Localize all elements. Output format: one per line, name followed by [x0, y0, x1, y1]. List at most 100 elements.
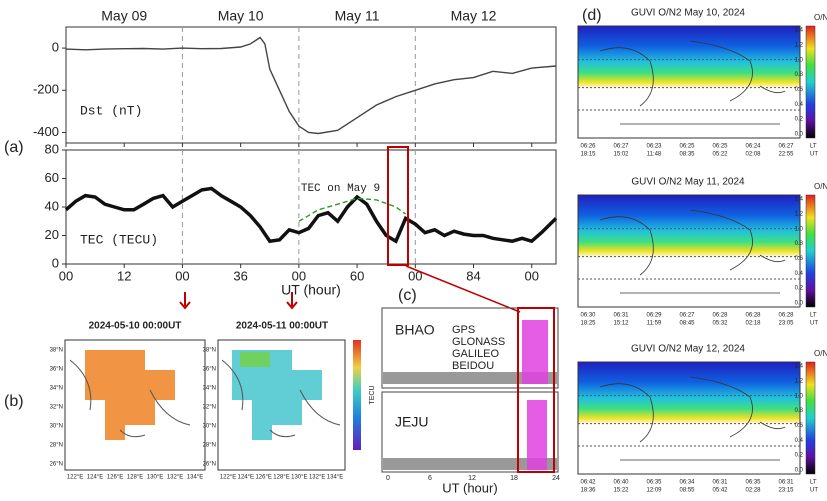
- time-label: 15:02: [613, 152, 629, 158]
- highlight-box: [387, 146, 409, 266]
- lon-label: 130°E: [291, 475, 307, 481]
- x-tick-label: 36: [233, 268, 247, 283]
- time-label: 05:42: [712, 488, 728, 494]
- lon-label: 126°E: [255, 475, 271, 481]
- lon-label: 134°E: [187, 475, 203, 481]
- map-title: GUVI O/N2 May 12, 2024: [631, 344, 745, 355]
- annotation: Dst (nT): [80, 103, 142, 118]
- x-tick-label: 84: [466, 268, 480, 283]
- colorbar-tick-label: 1.2: [795, 378, 804, 384]
- annotation: TEC (TECU): [80, 232, 158, 247]
- y-tick-label: -200: [33, 82, 59, 97]
- x-tick-label: 00: [59, 268, 73, 283]
- colorbar-tick-label: 0.2: [795, 453, 804, 459]
- time-label: 06:30: [580, 313, 596, 319]
- map-title: 2024-05-11 00:00UT: [236, 321, 328, 332]
- time-label: 18:15: [580, 152, 596, 158]
- row-label: LT: [810, 313, 817, 319]
- coastline: [599, 376, 786, 461]
- x-tick-label: 12: [468, 475, 476, 482]
- time-label: 06:24: [745, 144, 761, 150]
- legend-entry: BEIDOU: [452, 360, 494, 372]
- line: [65, 36, 557, 135]
- row-label: UT: [810, 321, 818, 327]
- x-axis-label: UT (hour): [281, 282, 341, 298]
- y-tick-label: 0: [52, 40, 59, 55]
- y-tick-label: 80: [45, 141, 59, 156]
- time-label: 06:28: [778, 313, 794, 319]
- time-label: 06:28: [745, 313, 761, 319]
- time-label: 15:12: [613, 321, 629, 327]
- y-tick-label: 60: [45, 170, 59, 185]
- x-tick-label: 12: [117, 268, 131, 283]
- colorbar-tick-label: 1.0: [795, 57, 804, 63]
- time-label: 06:27: [613, 144, 629, 150]
- row-label: LT: [810, 144, 817, 150]
- map: [217, 339, 346, 471]
- time-label: 06:35: [646, 480, 662, 486]
- time-label: 05:22: [712, 152, 728, 158]
- panel-c-plot: [381, 307, 559, 473]
- time-label: 06:31: [613, 313, 629, 319]
- time-label: 22:55: [778, 152, 794, 158]
- colorbar-tick-label: 0.0: [795, 301, 804, 307]
- date-label: May 12: [451, 8, 497, 24]
- y-tick-label: 40: [45, 198, 59, 213]
- time-label: 02:08: [745, 152, 761, 158]
- time-label: 02:18: [745, 321, 761, 327]
- time-label: 23:15: [778, 488, 794, 494]
- time-label: 15:22: [613, 488, 629, 494]
- colorbar-tick-label: 0.8: [795, 408, 804, 414]
- x-axis-label: UT (hour): [442, 480, 497, 495]
- panel-d: GUVI O/N2 May 10, 2024 O/N2 0.0 0.2 0.4 0.6 0.…: [577, 8, 827, 494]
- colorbar-label: TECU: [369, 385, 376, 404]
- time-label: 06:23: [646, 144, 662, 150]
- colorbar-label: O/N2: [814, 182, 827, 191]
- time-label: 18:25: [580, 321, 596, 327]
- arrow: [405, 265, 521, 313]
- time-label: 06:34: [679, 480, 695, 486]
- time-label: 06:25: [712, 144, 728, 150]
- time-label: 02:28: [745, 488, 761, 494]
- x-tick-label: 00: [175, 268, 189, 283]
- time-label: 18:36: [580, 488, 596, 494]
- y-tick-label: 20: [45, 227, 59, 242]
- time-label: 08:45: [679, 321, 695, 327]
- x-tick-label: 18: [510, 475, 518, 482]
- time-label: 06:31: [778, 480, 794, 486]
- line: [64, 186, 558, 244]
- lat-label: 32°N: [50, 405, 63, 411]
- colorbar-tick-label: 1.4: [795, 364, 804, 370]
- colorbar-tick-label: 1.4: [795, 28, 804, 34]
- colorbar-tick-label: 0.2: [795, 117, 804, 123]
- lat-label: 28°N: [203, 443, 216, 449]
- lat-label: 38°N: [203, 348, 216, 354]
- lat-label: 28°N: [50, 443, 63, 449]
- x-tick-label: 6: [428, 475, 432, 482]
- colorbar-label: O/N2: [814, 349, 827, 358]
- map: [64, 339, 206, 471]
- time-label: 06:29: [646, 313, 662, 319]
- x-tick-label: 00: [525, 268, 539, 283]
- y-tick-label: 0: [52, 255, 59, 270]
- lat-label: 32°N: [203, 405, 216, 411]
- time-label: 08:55: [679, 488, 695, 494]
- lat-label: 26°N: [50, 462, 63, 468]
- series-label: TEC on May 9: [301, 183, 380, 195]
- map-title: 2024-05-10 00:00UT: [89, 321, 182, 332]
- lon-label: 124°E: [238, 475, 254, 481]
- x-tick-label: 0: [386, 475, 390, 482]
- o-n2-map: [577, 25, 801, 139]
- colorbar-tick-label: 0.4: [795, 271, 804, 277]
- station-label: JEJU: [395, 414, 428, 430]
- map-title: GUVI O/N2 May 11, 2024: [631, 177, 745, 188]
- colorbar-tick-label: 1.4: [795, 197, 804, 203]
- lat-label: 26°N: [203, 462, 216, 468]
- lat-label: 36°N: [50, 367, 63, 373]
- lon-label: 122°E: [220, 475, 236, 481]
- lon-label: 128°E: [273, 475, 289, 481]
- x-tick-label: 60: [350, 268, 364, 283]
- row-label: LT: [810, 480, 817, 486]
